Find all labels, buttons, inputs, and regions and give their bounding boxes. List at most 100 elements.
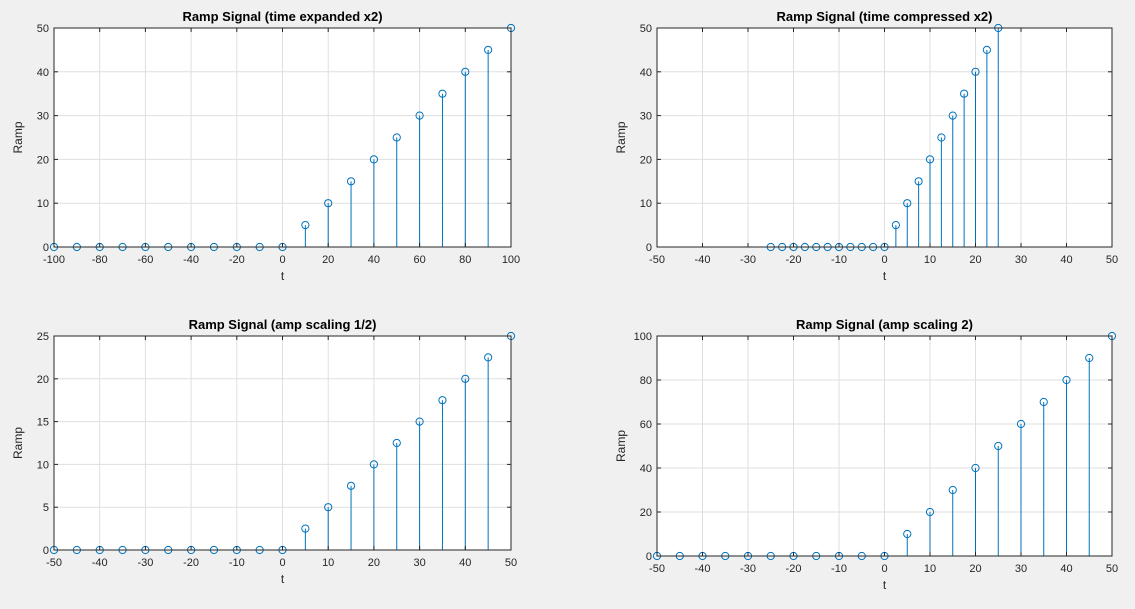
x-tick-label: 30 bbox=[1015, 563, 1027, 575]
y-tick-label: 10 bbox=[640, 198, 652, 210]
y-tick-label: 80 bbox=[640, 375, 652, 387]
x-tick-label: 100 bbox=[502, 254, 520, 266]
stem-marker bbox=[346, 481, 356, 490]
stem-marker bbox=[948, 111, 957, 120]
x-tick-label: -60 bbox=[137, 254, 153, 266]
stem-marker bbox=[392, 438, 401, 448]
stem-marker bbox=[948, 485, 957, 495]
x-tick-label: 0 bbox=[881, 254, 887, 266]
y-tick-label: 10 bbox=[37, 198, 49, 210]
x-tick-label: -20 bbox=[786, 563, 802, 575]
x-tick-label: 20 bbox=[969, 254, 981, 266]
y-axis-label: Ramp bbox=[614, 121, 628, 153]
x-tick-label: -20 bbox=[786, 254, 802, 266]
stem-marker bbox=[891, 221, 900, 230]
x-tick-label: -40 bbox=[92, 557, 108, 569]
y-axis-label: Ramp bbox=[11, 427, 25, 459]
stem-marker bbox=[461, 374, 470, 383]
x-tick-label: 50 bbox=[1106, 563, 1118, 575]
y-axis-label: Ramp bbox=[11, 121, 25, 153]
y-tick-label: 20 bbox=[37, 154, 49, 166]
x-tick-label: 20 bbox=[322, 254, 334, 266]
x-tick-label: -50 bbox=[649, 563, 665, 575]
x-tick-label: 10 bbox=[924, 563, 936, 575]
x-tick-label: 30 bbox=[1015, 254, 1027, 266]
x-tick-label: 10 bbox=[322, 557, 334, 569]
y-tick-label: 5 bbox=[43, 502, 49, 514]
x-tick-label: -40 bbox=[695, 563, 711, 575]
y-tick-label: 20 bbox=[37, 374, 49, 386]
subplot-4: -50 -40 -30 -20 -10 0 10 20 30 40 50 0 20 40 60 80 100 Ra… bbox=[614, 317, 1118, 592]
stem-marker bbox=[392, 133, 401, 142]
x-tick-label: 40 bbox=[1060, 563, 1072, 575]
y-tick-label: 30 bbox=[640, 111, 652, 123]
stem-marker bbox=[324, 503, 333, 512]
stem-marker bbox=[438, 89, 447, 98]
chart-title: Ramp Signal (amp scaling 2) bbox=[796, 317, 973, 332]
stem-marker bbox=[971, 67, 980, 76]
y-tick-label: 20 bbox=[640, 507, 652, 519]
stem-marker bbox=[903, 529, 912, 539]
stem-marker bbox=[903, 199, 912, 208]
stem-marker bbox=[415, 111, 424, 120]
y-tick-label: 40 bbox=[640, 67, 652, 79]
stem-marker bbox=[415, 417, 424, 426]
stem-marker bbox=[1039, 397, 1048, 407]
stem-marker bbox=[484, 45, 493, 55]
x-tick-label: -30 bbox=[137, 557, 153, 569]
y-tick-label: 40 bbox=[640, 463, 652, 475]
y-tick-label: 50 bbox=[37, 23, 49, 35]
x-tick-label: 0 bbox=[279, 254, 285, 266]
stem-marker bbox=[1062, 375, 1071, 385]
stem-marker bbox=[1085, 353, 1094, 363]
subplot-1: -100 -80 -60 -40 -20 0 20 40 60 80 100 0 10 20 30 40 50 R… bbox=[11, 9, 520, 283]
x-tick-label: -10 bbox=[229, 557, 245, 569]
x-tick-label: -50 bbox=[649, 254, 665, 266]
stem-marker bbox=[925, 155, 935, 164]
y-tick-label: 50 bbox=[640, 23, 652, 35]
x-tick-label: 60 bbox=[413, 254, 425, 266]
y-tick-label: 25 bbox=[37, 331, 49, 343]
subplot-2: -50 -40 -30 -20 -10 0 10 20 30 40 50 0 10 20 30 40 50 Ram… bbox=[614, 9, 1118, 283]
y-tick-label: 100 bbox=[634, 331, 652, 343]
stem-marker bbox=[301, 221, 310, 230]
x-axis-label: t bbox=[883, 269, 887, 283]
stem-marker bbox=[982, 45, 991, 55]
stem-marker bbox=[461, 67, 470, 76]
stem-marker bbox=[925, 507, 935, 517]
x-tick-label: 40 bbox=[459, 557, 471, 569]
x-tick-label: -40 bbox=[183, 254, 199, 266]
x-tick-label: -50 bbox=[46, 557, 62, 569]
stem-marker bbox=[369, 155, 378, 164]
x-tick-label: -80 bbox=[92, 254, 108, 266]
stem-marker bbox=[914, 177, 923, 186]
x-tick-label: -100 bbox=[43, 254, 65, 266]
y-tick-label: 20 bbox=[640, 154, 652, 166]
x-tick-label: 50 bbox=[505, 557, 517, 569]
x-tick-label: -10 bbox=[831, 254, 847, 266]
stem-marker bbox=[369, 460, 378, 469]
x-tick-label: 80 bbox=[459, 254, 471, 266]
x-tick-label: 0 bbox=[881, 563, 887, 575]
x-tick-label: -20 bbox=[183, 557, 199, 569]
x-tick-label: 50 bbox=[1106, 254, 1118, 266]
stem-marker bbox=[484, 353, 493, 362]
y-tick-label: 60 bbox=[640, 419, 652, 431]
chart-title: Ramp Signal (time compressed x2) bbox=[776, 9, 992, 24]
y-tick-label: 40 bbox=[37, 67, 49, 79]
stem-marker bbox=[346, 177, 356, 186]
x-tick-label: -30 bbox=[740, 254, 756, 266]
x-tick-label: -20 bbox=[229, 254, 245, 266]
x-tick-label: 40 bbox=[1060, 254, 1072, 266]
x-tick-label: -30 bbox=[740, 563, 756, 575]
chart-title: Ramp Signal (amp scaling 1/2) bbox=[189, 317, 377, 332]
stem-marker bbox=[960, 89, 969, 98]
x-tick-label: -10 bbox=[831, 563, 847, 575]
y-tick-label: 10 bbox=[37, 459, 49, 471]
x-tick-label: 10 bbox=[924, 254, 936, 266]
y-tick-label: 0 bbox=[646, 242, 652, 254]
stem-marker bbox=[324, 199, 333, 208]
stem-marker bbox=[438, 396, 447, 405]
y-tick-label: 0 bbox=[43, 242, 49, 254]
